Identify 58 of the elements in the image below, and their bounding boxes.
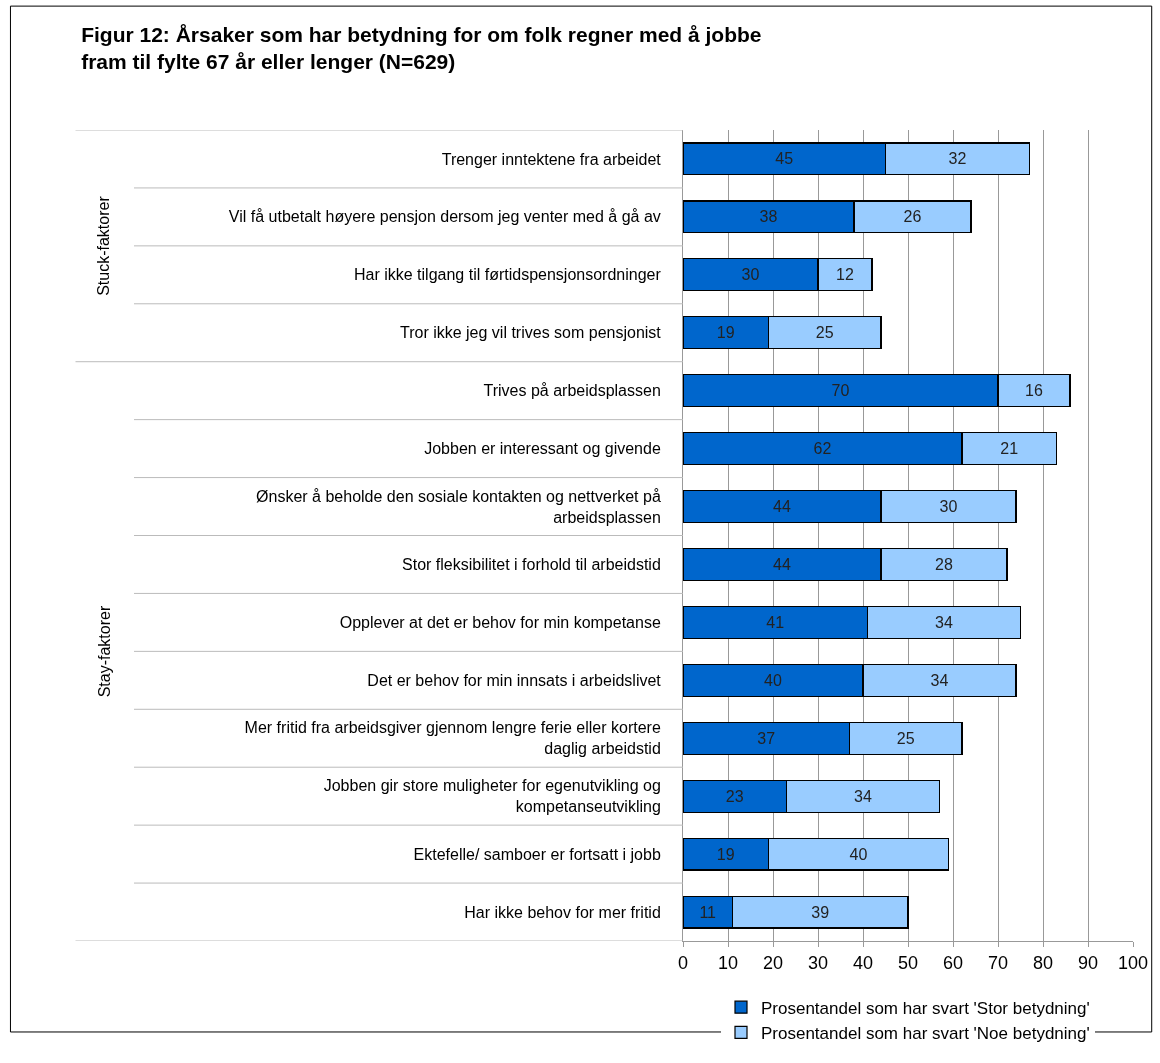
data-label: 26	[903, 208, 922, 226]
y-tick-label: Stor fleksibilitet i forhold til arbeidstid	[402, 556, 661, 574]
data-label: 30	[939, 498, 958, 516]
y-tick-label: Vil få utbetalt høyere pensjon dersom jeg venter med å gå av	[228, 208, 661, 226]
data-label: 34	[930, 671, 949, 689]
data-label: 19	[716, 324, 735, 342]
x-tick-label: 70	[987, 952, 1009, 973]
x-tick-label: 20	[762, 952, 784, 973]
data-label: 37	[757, 729, 776, 747]
data-label: 12	[836, 266, 854, 284]
y-tick-label: Har ikke tilgang til førtidspensjonsordninger	[353, 266, 662, 284]
x-tick-label: 0	[677, 952, 689, 973]
data-label: 23	[725, 787, 744, 805]
data-label: 11	[699, 903, 717, 921]
y-tick-label: Trenger inntektene fra arbeidet	[441, 150, 662, 168]
data-label: 39	[811, 903, 830, 921]
data-label: 19	[716, 845, 735, 863]
x-tick-label: 30	[807, 952, 829, 973]
y-tick-label: Tror ikke jeg vil trives som pensjonist	[399, 324, 662, 342]
data-label: 45	[775, 150, 794, 168]
data-label: 38	[759, 208, 778, 226]
data-label: 34	[935, 613, 953, 631]
data-label: 41	[766, 613, 785, 631]
x-tick-label: 50	[897, 952, 919, 973]
y-tick-label: Trives på arbeidsplassen	[483, 382, 661, 400]
x-tick-label: 100	[1117, 952, 1149, 973]
data-label: 70	[831, 382, 850, 400]
y-tick-label: Ektefelle/ samboer er fortsatt i jobb	[413, 845, 661, 863]
legend-label: Prosentandel som har svart 'Noe betydning'	[761, 1023, 1090, 1043]
data-label: 44	[773, 498, 791, 516]
x-tick-label: 90	[1077, 952, 1099, 973]
data-label: 16	[1025, 382, 1043, 400]
data-label: 34	[854, 787, 872, 805]
y-tick-label: Jobben er interessant og givende	[424, 440, 661, 458]
x-tick-label: 60	[942, 952, 964, 973]
x-tick-label: 40	[852, 952, 874, 973]
x-tick-label: 80	[1032, 952, 1054, 973]
y-tick-label: Har ikke behov for mer fritid	[464, 903, 661, 921]
data-label: 21	[1000, 440, 1019, 458]
x-tick-label: 10	[717, 952, 739, 973]
data-label: 44	[773, 555, 791, 573]
data-label: 40	[764, 671, 782, 689]
data-label: 32	[948, 150, 967, 168]
text: Stuck-faktorer	[95, 195, 113, 296]
y-tick-label: Opplever at det er behov for min kompetanse	[339, 613, 661, 631]
y-tick-label: Ønsker å beholde den sosiale kontakten og nettverket på arbeidsplassen	[256, 487, 661, 526]
data-label: 30	[741, 266, 760, 284]
data-label: 25	[815, 324, 834, 342]
data-label: 62	[813, 440, 832, 458]
y-tick-label: Mer fritid fra arbeidsgiver gjennom lengre ferie eller kortere daglig arbeidstid	[244, 719, 661, 758]
text: Stay-faktorer	[95, 605, 113, 698]
y-tick-label: Jobben gir store muligheter for egenutvikling og kompetanseutvikling	[323, 777, 661, 816]
data-label: 40	[849, 845, 868, 863]
legend-label: Prosentandel som har svart 'Stor betydning'	[761, 998, 1090, 1018]
data-label: 25	[896, 729, 915, 747]
text: Figur 12: Årsaker som har betydning for om folk regner med å jobbe fram til fylte 67 år eller lenger (N=629)	[81, 23, 762, 74]
y-tick-label: Det er behov for min innsats i arbeidslivet	[367, 671, 662, 689]
data-label: 28	[935, 555, 953, 573]
